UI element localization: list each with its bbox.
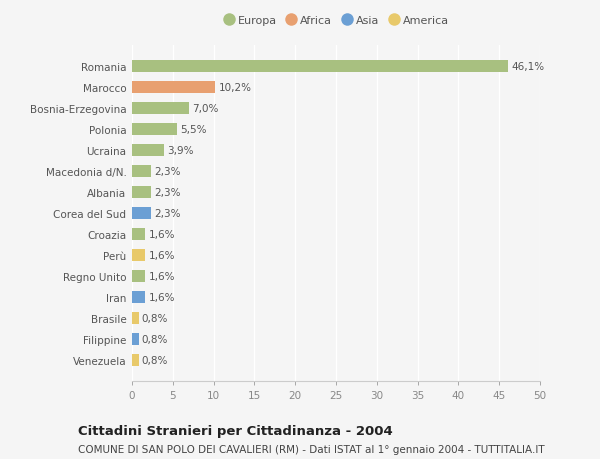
Bar (132, 103, 189, 114)
Bar (132, 145, 164, 157)
Text: 46,1%: 46,1% (511, 62, 545, 72)
Bar (132, 250, 145, 261)
Text: Cittadini Stranieri per Cittadinanza - 2004: Cittadini Stranieri per Cittadinanza - 2… (78, 425, 393, 437)
Bar (132, 124, 177, 135)
Text: 3,9%: 3,9% (167, 146, 194, 156)
Text: 10,2%: 10,2% (218, 83, 251, 93)
Text: 0,8%: 0,8% (142, 355, 168, 365)
Text: 0,8%: 0,8% (142, 334, 168, 344)
Text: 1,6%: 1,6% (148, 271, 175, 281)
Text: 2,3%: 2,3% (154, 188, 181, 197)
Bar (132, 291, 145, 303)
Text: COMUNE DI SAN POLO DEI CAVALIERI (RM) - Dati ISTAT al 1° gennaio 2004 - TUTTITAL: COMUNE DI SAN POLO DEI CAVALIERI (RM) - … (78, 444, 545, 454)
Text: 1,6%: 1,6% (148, 250, 175, 260)
Text: 7,0%: 7,0% (193, 104, 219, 114)
Bar (132, 187, 151, 198)
Text: 2,3%: 2,3% (154, 167, 181, 177)
Bar (132, 333, 139, 345)
Bar (132, 82, 215, 94)
Bar (132, 166, 151, 177)
Text: 5,5%: 5,5% (180, 125, 206, 134)
Text: 1,6%: 1,6% (148, 292, 175, 302)
Bar (132, 61, 508, 73)
Bar (132, 354, 139, 366)
Bar (132, 270, 145, 282)
Text: 0,8%: 0,8% (142, 313, 168, 323)
Text: 1,6%: 1,6% (148, 230, 175, 239)
Text: 2,3%: 2,3% (154, 208, 181, 218)
Bar (132, 207, 151, 219)
Legend: Europa, Africa, Asia, America: Europa, Africa, Asia, America (219, 11, 453, 31)
Bar (132, 313, 139, 324)
Bar (132, 229, 145, 240)
